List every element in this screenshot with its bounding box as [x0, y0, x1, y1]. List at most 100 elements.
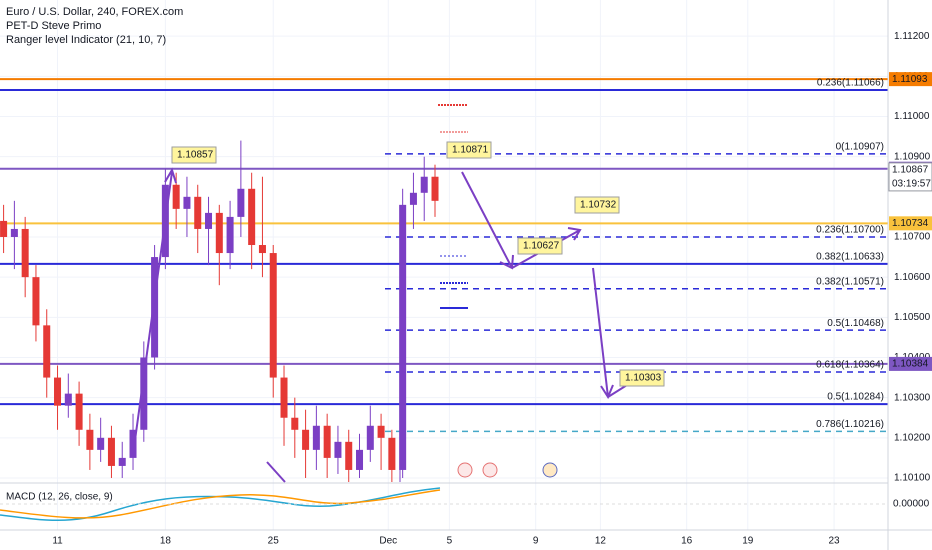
candle-body — [334, 441, 342, 458]
candle-body — [377, 425, 385, 438]
callout-box — [171, 146, 217, 164]
candle-body — [420, 176, 428, 193]
arrow — [266, 461, 286, 483]
y-tick-label: 1.10300 — [894, 392, 931, 403]
countdown: 03:19:57 — [892, 179, 931, 190]
fib-label: 0.382(1.10633) — [816, 252, 884, 263]
signal-line — [0, 489, 441, 519]
fib-label: 0.5(1.10284) — [827, 392, 884, 403]
candle-body — [97, 437, 105, 450]
price-tag — [888, 162, 932, 192]
candle-body — [215, 212, 223, 254]
x-tick-label: Dec — [379, 536, 397, 547]
fib-label: 0(1.10907) — [836, 141, 884, 152]
x-tick-label: 5 — [447, 536, 453, 547]
candle-body — [431, 176, 439, 201]
candle-body — [140, 357, 148, 430]
candle-body — [0, 220, 8, 237]
price-tag-label: 1.10384 — [892, 359, 929, 370]
price-axis: 1.112001.111001.110001.109001.107001.106… — [888, 31, 932, 484]
candle-body — [151, 257, 159, 358]
callout-box — [517, 237, 563, 255]
fib-label: 0.236(1.10700) — [816, 225, 884, 236]
candle-body — [10, 228, 18, 237]
fib-label: 0.5(1.10468) — [827, 318, 884, 329]
candle-body — [194, 196, 202, 229]
callout-box — [619, 369, 665, 387]
candle-body — [291, 417, 299, 430]
markers — [438, 104, 468, 309]
candle-body — [75, 393, 83, 430]
price-tag-label: 1.11093 — [892, 74, 928, 85]
y-tick-label: 1.10100 — [894, 473, 931, 484]
candle-body — [86, 429, 94, 450]
candle-body — [269, 253, 277, 378]
y-tick-label: 1.10600 — [894, 272, 931, 283]
candle-body — [312, 425, 320, 450]
y-tick-label: 1.10200 — [894, 432, 931, 443]
arrow — [134, 167, 177, 441]
y-tick-label: 1.10500 — [894, 312, 931, 323]
event-icon — [542, 462, 558, 478]
price-tag — [889, 216, 932, 231]
drawings — [134, 167, 636, 483]
candle-body — [409, 192, 417, 205]
candle-body — [205, 212, 213, 229]
candle-body — [107, 437, 115, 466]
x-tick-label: 23 — [829, 536, 841, 547]
candle-body — [356, 449, 364, 470]
macd-line — [0, 487, 441, 522]
event-icon — [457, 462, 473, 478]
callout-label: 1.10732 — [580, 200, 617, 211]
callout-label: 1.10871 — [452, 145, 489, 156]
candle-body — [323, 425, 331, 458]
x-tick-label: 11 — [52, 536, 63, 547]
fib-label: 0.786(1.10216) — [816, 419, 884, 430]
fib-label: 0.382(1.10571) — [816, 276, 884, 287]
candle-body — [64, 393, 72, 406]
indicator: PET-D Steve Primo — [6, 20, 101, 32]
callout-label: 1.10627 — [523, 241, 560, 252]
candles — [0, 140, 439, 482]
candle-body — [345, 441, 353, 470]
candle-body — [280, 377, 288, 418]
x-tick-label: 9 — [533, 536, 539, 547]
price-tag-label: 1.10734 — [892, 218, 929, 229]
candle-body — [54, 377, 62, 406]
event-icons — [457, 462, 558, 478]
candle-body — [118, 457, 126, 466]
x-tick-label: 19 — [742, 536, 754, 547]
x-tick-label: 12 — [595, 536, 607, 547]
candle-body — [302, 429, 310, 450]
price-tag — [889, 72, 932, 87]
candle-body — [237, 188, 245, 217]
candle-body — [21, 228, 29, 278]
candle-body — [43, 325, 51, 378]
candle-body — [399, 204, 407, 470]
candle-body — [388, 437, 396, 470]
callout-label: 1.10857 — [177, 150, 214, 161]
candle-body — [366, 425, 374, 450]
x-tick-label: 25 — [268, 536, 280, 547]
y-tick-label: 1.11200 — [894, 31, 930, 42]
x-tick-label: 16 — [681, 536, 693, 547]
callouts: 1.10857 1.10871 1.10732 1.10627 1.10303 — [171, 141, 665, 387]
grid — [0, 0, 888, 530]
candle-body — [183, 196, 191, 209]
y-tick-label: 1.11000 — [894, 111, 930, 122]
indicator: Ranger level Indicator (21, 10, 7) — [6, 34, 166, 46]
levels: 0.236(1.11066) 0(1.10907) 0.236(1.10700) 0.… — [0, 78, 888, 433]
candle-body — [226, 216, 234, 254]
candle-body — [172, 184, 180, 209]
macd-tick: 0.00000 — [893, 499, 930, 510]
title: Euro / U.S. Dollar, 240, FOREX.com — [6, 6, 183, 18]
x-tick-label: 18 — [160, 536, 172, 547]
event-icon — [482, 462, 498, 478]
callout-box — [446, 141, 492, 159]
price-tag-label: 1.10867 — [892, 165, 929, 176]
fib-label: 0.236(1.11066) — [817, 78, 884, 89]
candle-body — [258, 245, 266, 254]
candle-body — [129, 429, 137, 458]
y-tick-label: 1.10700 — [894, 232, 931, 243]
candle-body — [32, 277, 40, 326]
